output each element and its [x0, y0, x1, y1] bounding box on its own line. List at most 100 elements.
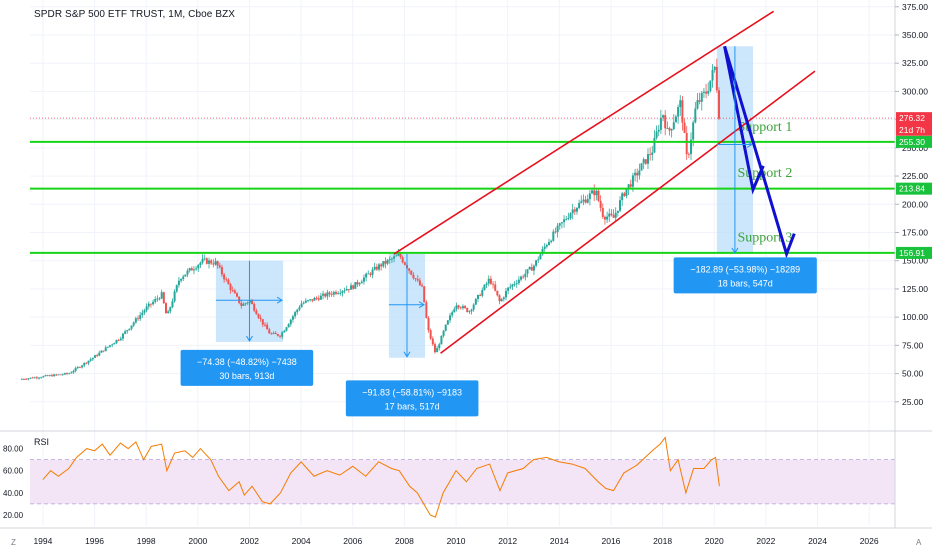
candle-body [177, 280, 180, 286]
candle-body [218, 265, 221, 268]
candle-body [659, 117, 662, 130]
candle-body [137, 318, 140, 320]
candle-body [50, 375, 53, 377]
candle-body [235, 293, 238, 297]
candle-body [302, 302, 305, 304]
channel-line-2 [440, 70, 816, 354]
candle-body [504, 290, 507, 298]
candle-body [229, 284, 232, 291]
candle-body [640, 163, 643, 171]
candle-body [399, 253, 402, 258]
candle-body [692, 122, 695, 140]
candle-body [317, 298, 320, 300]
candle-body [184, 274, 187, 277]
candle-body [638, 170, 641, 176]
candle-body [76, 367, 79, 369]
candles [20, 58, 720, 381]
candle-body [717, 90, 720, 119]
candle-body [623, 193, 626, 196]
candle-body [444, 324, 447, 331]
candle-body [156, 298, 159, 300]
candle-body [466, 308, 469, 313]
candle-body [496, 290, 499, 296]
candle-body [610, 213, 613, 216]
candle-body [384, 261, 387, 264]
candle-body [242, 304, 245, 306]
candle-body [436, 348, 439, 353]
candle-body [130, 325, 133, 329]
candle-body [410, 270, 413, 275]
candle-body [472, 304, 475, 310]
time-tick-label: 2004 [292, 536, 311, 546]
candle-body [494, 284, 497, 291]
candle-body [175, 285, 178, 292]
candle-body [371, 269, 374, 275]
candle-body [328, 292, 331, 295]
candle-body [203, 258, 206, 260]
rsi-tick-label: 60.00 [3, 467, 24, 476]
price-tag-label: 255.30 [899, 137, 925, 147]
candle-body [240, 302, 243, 306]
candle-body [433, 344, 436, 353]
candle-body [53, 374, 56, 377]
candle-body [408, 268, 411, 271]
time-tick-label: 2018 [653, 536, 672, 546]
candle-body [655, 131, 658, 138]
auto-scale-toggle[interactable]: A [916, 538, 922, 547]
candle-body [143, 310, 146, 313]
price-tag-support [896, 246, 932, 259]
candle-body [319, 295, 322, 300]
candle-body [205, 258, 208, 264]
price-tick-label: 325.00 [902, 58, 928, 68]
candle-body [563, 219, 566, 223]
candle-body [304, 300, 307, 303]
candle-body [126, 330, 129, 332]
grid-lines [30, 0, 895, 526]
timezone-toggle[interactable]: Z [11, 538, 16, 547]
candle-body [601, 207, 604, 217]
time-tick-label: 2000 [188, 536, 207, 546]
measure-h-arrowhead [276, 296, 284, 304]
candle-body [681, 100, 684, 123]
candle-body [324, 293, 327, 297]
candle-body [670, 129, 673, 131]
candle-body [537, 259, 540, 261]
candle-body [216, 261, 219, 266]
price-tick-label: 225.00 [902, 171, 928, 181]
candle-body [464, 306, 467, 309]
candle-body [158, 298, 161, 300]
candle-body [332, 292, 335, 295]
candle-body [270, 333, 273, 335]
candle-body [345, 289, 348, 291]
candle-body [46, 375, 49, 377]
candle-body [403, 262, 406, 265]
candle-body [72, 370, 75, 373]
candle-body [541, 248, 544, 255]
candle-body [113, 343, 116, 345]
candle-body [347, 289, 350, 290]
rsi-band [30, 459, 895, 505]
candle-body [528, 267, 531, 270]
candle-body [608, 213, 611, 217]
price-tag-label: 213.84 [899, 184, 925, 194]
candle-body [307, 300, 310, 301]
candle-body [431, 338, 434, 345]
candle-body [147, 303, 150, 307]
candle-body [449, 315, 452, 321]
candle-body [315, 297, 318, 299]
candle-body [279, 335, 282, 337]
rsi-line [42, 436, 720, 518]
measure-label-line1: −91.83 (−58.81%) −9183 [362, 387, 462, 397]
candle-body [646, 154, 649, 164]
candle-body [210, 260, 213, 264]
candle-body [517, 279, 520, 284]
price-tick-label: 350.00 [902, 30, 928, 40]
candle-body [339, 292, 342, 294]
candle-body [569, 213, 572, 219]
time-tick-label: 2024 [808, 536, 827, 546]
measure-label-box-3 [673, 257, 817, 294]
candle-body [397, 253, 400, 256]
candle-body [709, 80, 712, 91]
candle-body [386, 259, 389, 264]
